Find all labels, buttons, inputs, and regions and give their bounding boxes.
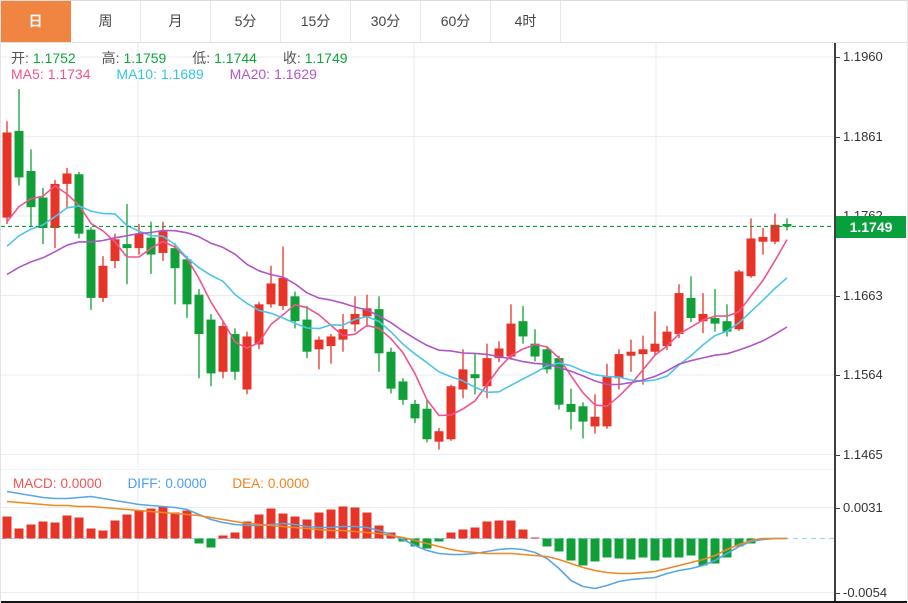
close-value: 1.1749	[304, 50, 348, 66]
price-tick-label: 1.1960	[843, 49, 883, 64]
tab-5min[interactable]: 5分	[211, 1, 281, 42]
price-tick-label: 1.1564	[843, 367, 883, 382]
ma10-label: MA10:	[116, 66, 157, 82]
price-tick-label: 1.1663	[843, 287, 883, 303]
interval-tabbar: 日 周 月 5分 15分 30分 60分 4时	[1, 1, 907, 43]
bottom-border	[1, 601, 907, 603]
macd-pane[interactable]	[1, 471, 834, 601]
y-axis-line	[834, 43, 836, 601]
ma20-label: MA20:	[229, 66, 271, 82]
price-tick-label: 1.1861	[843, 128, 883, 144]
dea-value: 0.0000	[267, 476, 310, 491]
ma5-label: MA5:	[11, 66, 44, 82]
ma20-value: 1.1629	[274, 66, 317, 82]
dea-label: DEA:	[232, 476, 264, 491]
tab-month[interactable]: 月	[141, 1, 211, 42]
axis-tick-mark	[834, 507, 840, 509]
tab-60min[interactable]: 60分	[421, 1, 491, 42]
axis-tick-mark	[834, 295, 840, 297]
axis-tick-mark	[834, 136, 840, 138]
ma5-value: 1.1734	[47, 66, 91, 82]
open-value: 1.1752	[32, 50, 76, 66]
high-value: 1.1759	[123, 50, 167, 66]
tab-day[interactable]: 日	[1, 1, 71, 42]
low-value: 1.1744	[214, 50, 257, 66]
axis-tick-mark	[834, 57, 840, 58]
pane-separator	[1, 469, 907, 470]
ohlc-readout: 开: 1.1752 高: 1.1759 低: 1.1744 收: 1.1749	[11, 48, 352, 68]
ma-readout: MA5: 1.1734 MA10: 1.1689 MA20: 1.1629	[11, 66, 321, 82]
axis-tick-mark	[834, 454, 840, 456]
price-tick-label: 1.1465	[843, 446, 883, 462]
tab-30min[interactable]: 30分	[351, 1, 421, 42]
diff-value: 0.0000	[165, 476, 207, 491]
tab-15min[interactable]: 15分	[281, 1, 351, 42]
diff-label: DIFF:	[127, 476, 162, 491]
tab-4hour[interactable]: 4时	[491, 1, 561, 42]
macd-readout: MACD: 0.0000 DIFF: 0.0000 DEA: 0.0000	[13, 476, 313, 491]
price-axis	[834, 43, 907, 601]
close-label: 收:	[282, 50, 301, 66]
ma10-value: 1.1689	[160, 66, 204, 82]
macd-tick-label: 0.0031	[843, 499, 883, 515]
macd-value: 0.0000	[60, 476, 102, 491]
tab-week[interactable]: 周	[71, 1, 141, 42]
macd-label: MACD:	[13, 476, 57, 491]
high-label: 高:	[101, 50, 120, 66]
low-label: 低:	[192, 50, 211, 66]
axis-tick-mark	[834, 375, 840, 376]
axis-tick-mark	[834, 592, 840, 594]
open-label: 开:	[11, 50, 29, 66]
last-price-badge: 1.1749	[836, 216, 906, 238]
candlestick-pane[interactable]	[1, 43, 834, 468]
macd-tick-label: -0.0054	[843, 584, 888, 600]
